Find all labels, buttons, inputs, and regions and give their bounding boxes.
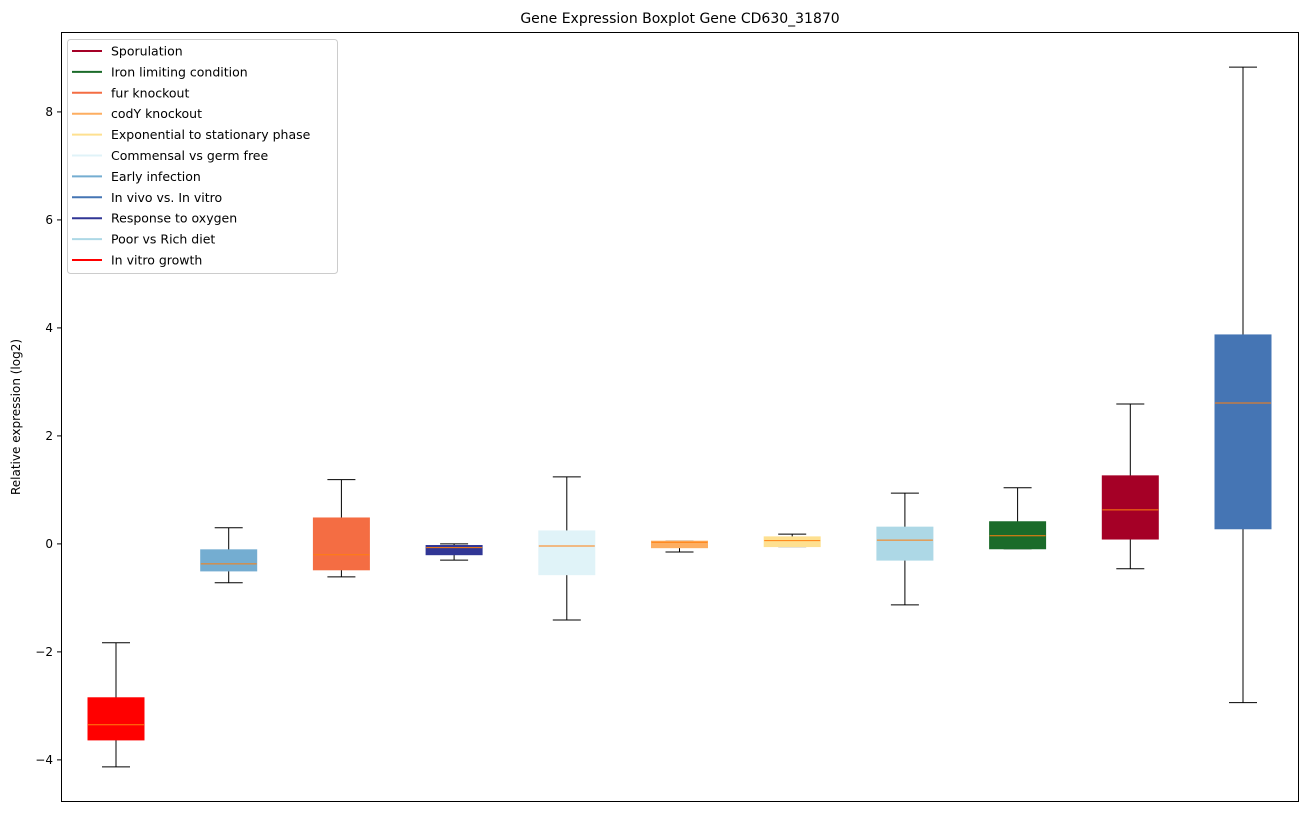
y-tick-label: −2: [35, 645, 53, 659]
box-commensal-vs-germ-free: [538, 476, 596, 621]
legend-item: Iron limiting condition: [72, 64, 248, 79]
box-body: [1214, 334, 1272, 530]
legend-frame: [67, 39, 338, 274]
box-body: [989, 521, 1047, 550]
box-response-to-oxygen: [425, 543, 483, 561]
y-tick-label: 2: [45, 429, 53, 443]
box-in-vitro-growth: [87, 642, 145, 768]
legend-item: In vitro growth: [72, 253, 202, 268]
box-body: [651, 540, 708, 549]
box-sporulation: [1101, 403, 1159, 570]
legend-label: Early infection: [111, 169, 201, 184]
legend-label: Commensal vs germ free: [111, 148, 268, 163]
y-tick-label: 6: [45, 213, 53, 227]
legend-item: Poor vs Rich diet: [72, 232, 215, 247]
legend-item: fur knockout: [72, 85, 189, 100]
box-body: [876, 526, 934, 561]
box-early-infection: [200, 527, 258, 584]
legend-item: Commensal vs germ free: [72, 148, 268, 163]
y-tick-label: 4: [45, 321, 53, 335]
legend-label: Sporulation: [111, 44, 183, 59]
legend-item: Response to oxygen: [72, 211, 237, 226]
box-body: [425, 545, 483, 556]
box-in-vivo-vs-in-vitro: [1214, 66, 1272, 704]
plot-frame: [61, 32, 1299, 802]
box-poor-vs-rich-diet: [876, 492, 934, 606]
box-body: [538, 530, 596, 576]
y-tick-label: −4: [35, 753, 53, 767]
legend-item: Early infection: [72, 169, 201, 184]
y-tick-label: 0: [45, 537, 53, 551]
box-body: [200, 549, 258, 572]
box-body: [763, 536, 821, 548]
legend-label: Iron limiting condition: [111, 64, 248, 79]
chart-title: Gene Expression Boxplot Gene CD630_31870: [520, 11, 839, 27]
box-body: [312, 517, 370, 571]
legend-label: Response to oxygen: [111, 211, 237, 226]
legend-label: In vitro growth: [111, 253, 202, 268]
box-fur-knockout: [312, 479, 370, 578]
box-body: [87, 697, 145, 741]
box-cody-knockout: [651, 540, 708, 553]
legend-label: Exponential to stationary phase: [111, 127, 311, 142]
box-iron-limiting-condition: [989, 487, 1047, 550]
box-body: [1101, 475, 1159, 540]
legend-label: Poor vs Rich diet: [111, 232, 215, 247]
legend-item: Sporulation: [72, 44, 183, 59]
legend: Sporulation Iron limiting condition fur kn…: [67, 39, 338, 274]
y-tick-label: 8: [45, 105, 53, 119]
legend-label: fur knockout: [111, 85, 189, 100]
legend-label: In vivo vs. In vitro: [111, 190, 222, 205]
legend-label: codY knockout: [111, 106, 202, 121]
box-exponential-to-stationary-phase: [763, 533, 821, 548]
legend-item: codY knockout: [72, 106, 202, 121]
legend-item: Exponential to stationary phase: [72, 127, 311, 142]
y-axis-label: Relative expression (log2): [9, 339, 23, 495]
legend-item: In vivo vs. In vitro: [72, 190, 222, 205]
